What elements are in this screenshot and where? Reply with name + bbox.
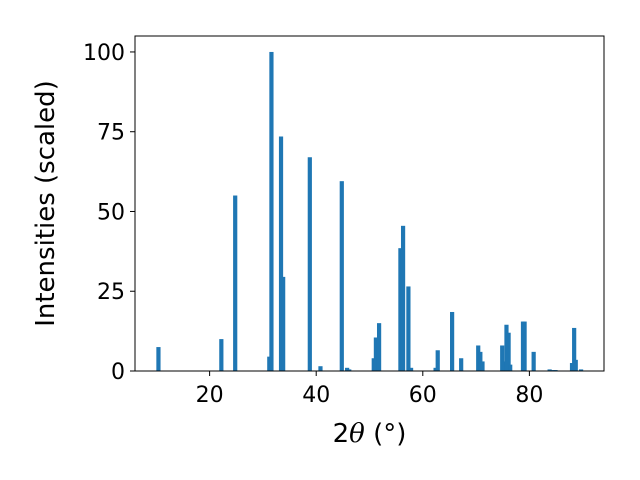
- bar-38: [572, 327, 577, 371]
- x-axis-label-main: 2: [333, 419, 350, 449]
- bar-39: [573, 359, 578, 371]
- bar-32: [522, 321, 527, 371]
- bar-10: [345, 367, 350, 371]
- bar-34: [547, 369, 552, 371]
- x-tick-label-2: 60: [409, 383, 437, 408]
- bar-6: [281, 276, 286, 371]
- y-tick-label-2: 50: [97, 200, 125, 225]
- bar-19: [433, 367, 438, 371]
- bar-2: [233, 195, 238, 371]
- bar-15: [398, 248, 403, 371]
- y-axis-label: Intensities (scaled): [31, 80, 61, 327]
- bar-11: [347, 369, 352, 371]
- bar-13: [373, 337, 378, 371]
- bar-33: [531, 351, 536, 371]
- y-tick-label-4: 100: [83, 41, 125, 66]
- bar-3: [267, 356, 272, 371]
- bar-17: [406, 286, 411, 371]
- x-axis-label: 2θ (°): [333, 419, 407, 449]
- x-tick-label-1: 40: [302, 383, 330, 408]
- bar-27: [502, 361, 507, 371]
- x-axis-label-theta: θ: [349, 419, 365, 449]
- bar-20: [435, 350, 440, 371]
- bar-4: [269, 51, 274, 371]
- x-tick-label-0: 20: [196, 383, 224, 408]
- bar-1: [219, 339, 224, 371]
- y-ticks-group: 0 25 50 75 100: [83, 41, 135, 385]
- bar-5: [278, 136, 284, 371]
- bar-18: [408, 367, 414, 371]
- plot-frame: [134, 35, 605, 372]
- y-tick-label-3: 75: [97, 121, 125, 146]
- bar-14: [376, 323, 382, 371]
- bar-37: [569, 363, 575, 371]
- bar-24: [478, 351, 483, 371]
- bar-30: [508, 364, 513, 371]
- bar-28: [504, 324, 509, 371]
- bar-26: [500, 345, 505, 371]
- bar-25: [480, 361, 485, 371]
- bar-29: [506, 332, 511, 371]
- x-ticks-group: 20 40 60 80: [196, 371, 543, 408]
- bar-21: [450, 311, 455, 371]
- y-tick-label-1: 25: [97, 280, 125, 305]
- bar-7: [307, 157, 312, 371]
- y-tick-label-0: 0: [111, 360, 125, 385]
- bar-8: [318, 366, 323, 371]
- bar-9: [339, 181, 344, 371]
- x-axis-label-unit: (°): [365, 419, 407, 449]
- x-tick-label-3: 80: [515, 383, 543, 408]
- bar-22: [459, 358, 464, 371]
- bars-group: [156, 51, 584, 371]
- bar-40: [578, 369, 584, 371]
- bar-23: [476, 345, 481, 371]
- bar-0: [156, 347, 161, 371]
- bar-16: [400, 225, 406, 371]
- bar-12: [371, 358, 376, 371]
